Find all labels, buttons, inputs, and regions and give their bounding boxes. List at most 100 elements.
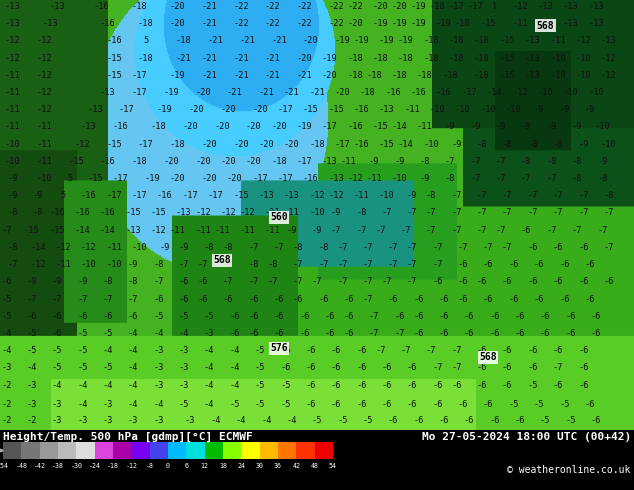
Text: -18: -18 (398, 53, 413, 63)
Text: -6: -6 (439, 329, 449, 338)
Bar (223, 442, 242, 459)
Text: -9: -9 (52, 277, 62, 286)
Text: 24: 24 (237, 463, 245, 468)
Text: -14: -14 (398, 140, 413, 148)
Text: -8: -8 (249, 260, 259, 269)
Text: -3: -3 (153, 416, 164, 425)
Text: -12: -12 (37, 105, 52, 114)
Text: -16: -16 (100, 208, 115, 218)
Text: -15: -15 (107, 71, 122, 80)
Text: -5: -5 (534, 400, 544, 409)
Text: -6: -6 (508, 294, 519, 303)
Text: -13: -13 (126, 226, 141, 235)
Text: -5: -5 (255, 346, 265, 355)
Text: -5: -5 (27, 346, 37, 355)
Text: -4: -4 (204, 381, 214, 390)
Text: -20: -20 (246, 122, 261, 131)
Text: -8: -8 (318, 243, 328, 252)
Text: -8: -8 (103, 277, 113, 286)
Text: -15: -15 (481, 19, 496, 28)
Text: -20: -20 (252, 105, 268, 114)
Text: -18: -18 (132, 2, 147, 11)
Text: 42: 42 (292, 463, 301, 468)
Text: -8: -8 (223, 260, 233, 269)
Text: -19: -19 (335, 36, 350, 46)
Text: -16: -16 (347, 122, 363, 131)
Text: -13: -13 (601, 36, 616, 46)
Text: -11: -11 (37, 140, 52, 148)
Text: -7: -7 (547, 174, 557, 183)
Text: -18: -18 (449, 36, 464, 46)
Text: -12: -12 (37, 53, 52, 63)
Text: -18: -18 (132, 157, 147, 166)
Text: -6: -6 (179, 294, 189, 303)
Text: -4: -4 (287, 416, 297, 425)
Text: -7: -7 (547, 226, 557, 235)
Text: -38: -38 (52, 463, 64, 468)
Text: -12: -12 (126, 463, 138, 468)
Text: -6: -6 (483, 294, 493, 303)
Text: -6: -6 (534, 294, 544, 303)
Text: -4: -4 (52, 381, 62, 390)
Text: -17: -17 (462, 88, 477, 97)
Text: -11: -11 (265, 226, 280, 235)
Text: -5: -5 (52, 346, 62, 355)
Text: -22: -22 (297, 2, 312, 11)
Text: -4: -4 (1, 329, 11, 338)
Text: -7: -7 (432, 260, 443, 269)
Text: -6: -6 (230, 329, 240, 338)
Text: -6: -6 (274, 294, 284, 303)
Text: -9: -9 (394, 157, 404, 166)
Text: -7: -7 (388, 243, 398, 252)
Text: -7: -7 (407, 208, 417, 218)
Text: -6: -6 (299, 312, 309, 321)
Text: -6: -6 (356, 364, 366, 372)
Bar (3, 442, 22, 459)
Text: -11: -11 (5, 105, 20, 114)
Text: -7: -7 (8, 260, 18, 269)
Text: 36: 36 (274, 463, 282, 468)
Text: -19: -19 (322, 53, 337, 63)
Text: -19: -19 (170, 71, 185, 80)
Text: -11: -11 (366, 174, 382, 183)
Text: -7: -7 (312, 277, 322, 286)
Text: -6: -6 (198, 277, 208, 286)
Text: 48: 48 (311, 463, 318, 468)
Text: -9: -9 (331, 208, 341, 218)
Text: -7: -7 (477, 191, 487, 200)
Text: 576: 576 (270, 343, 288, 353)
Text: -6: -6 (559, 294, 569, 303)
Text: -18: -18 (309, 140, 325, 148)
Text: -20: -20 (195, 88, 210, 97)
Text: -17: -17 (468, 2, 483, 11)
Text: -16: -16 (49, 208, 65, 218)
Text: -6: -6 (280, 364, 290, 372)
Text: -19: -19 (354, 36, 369, 46)
Bar (242, 442, 259, 459)
Text: -22: -22 (328, 19, 344, 28)
Text: -10: -10 (576, 53, 591, 63)
Text: -20: -20 (164, 157, 179, 166)
Text: -8: -8 (223, 243, 233, 252)
Text: -6: -6 (508, 260, 519, 269)
Text: -7: -7 (128, 294, 138, 303)
Text: -7: -7 (502, 243, 512, 252)
Text: -10: -10 (430, 105, 445, 114)
Text: -6: -6 (344, 329, 354, 338)
Text: -20: -20 (170, 2, 185, 11)
Text: -7: -7 (521, 174, 531, 183)
Text: -3: -3 (27, 381, 37, 390)
Text: -20: -20 (284, 140, 299, 148)
Text: -5: -5 (179, 312, 189, 321)
Bar (168, 442, 186, 459)
Text: -7: -7 (451, 226, 462, 235)
Text: -4: -4 (261, 416, 271, 425)
Text: -18: -18 (392, 71, 407, 80)
Text: -6: -6 (515, 312, 525, 321)
Text: -5: -5 (280, 400, 290, 409)
Text: -10: -10 (481, 105, 496, 114)
Text: -21: -21 (271, 36, 287, 46)
Text: -7: -7 (477, 226, 487, 235)
Text: -9: -9 (547, 122, 557, 131)
Text: -20: -20 (297, 53, 312, 63)
